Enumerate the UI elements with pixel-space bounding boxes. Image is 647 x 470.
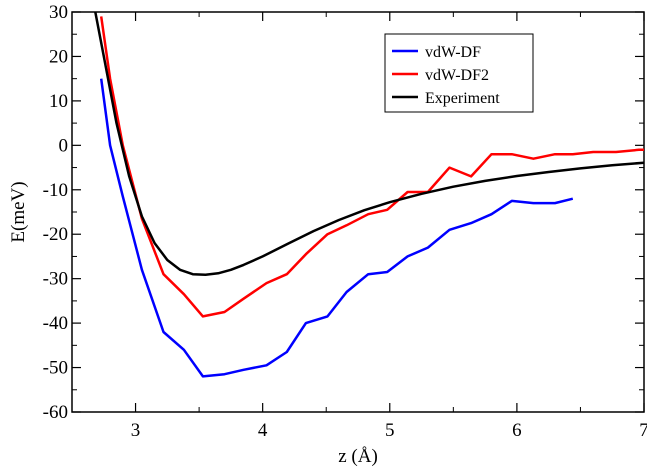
legend-label-vdw-df2: vdW-DF2 [425,67,489,84]
y-tick-label: 20 [49,46,68,67]
series-line-vdw-df2 [99,16,644,318]
legend-label-experiment: Experiment [425,90,500,107]
y-tick-label: 10 [49,91,68,112]
y-tick-label: -20 [43,224,68,245]
series-line-experiment [94,12,644,276]
axis-ticks [72,11,645,413]
y-tick-label: 0 [59,135,69,156]
series-layer [94,12,644,378]
tick-labels: 3 4 5 6 7 -60 -50 -40 -30 -20 -10 0 10 20 30 [43,2,647,441]
x-axis-title: z (Å) [338,446,378,467]
y-tick-label: -40 [43,313,68,334]
y-tick-label: -10 [43,180,68,201]
y-tick-label: -60 [43,402,68,423]
series-line-vdw-df [99,78,574,378]
y-axis-title: E(meV) [8,181,29,242]
legend: vdW-DF vdW-DF2 Experiment [384,33,534,113]
x-tick-label: 7 [639,420,647,441]
x-tick-label: 4 [258,420,268,441]
y-tick-label: -30 [43,269,68,290]
x-tick-label: 5 [385,420,395,441]
x-tick-label: 6 [512,420,522,441]
legend-label-vdw-df: vdW-DF [425,44,481,61]
x-tick-label: 3 [131,420,141,441]
y-tick-label: -50 [43,358,68,379]
y-tick-label: 30 [49,2,68,23]
